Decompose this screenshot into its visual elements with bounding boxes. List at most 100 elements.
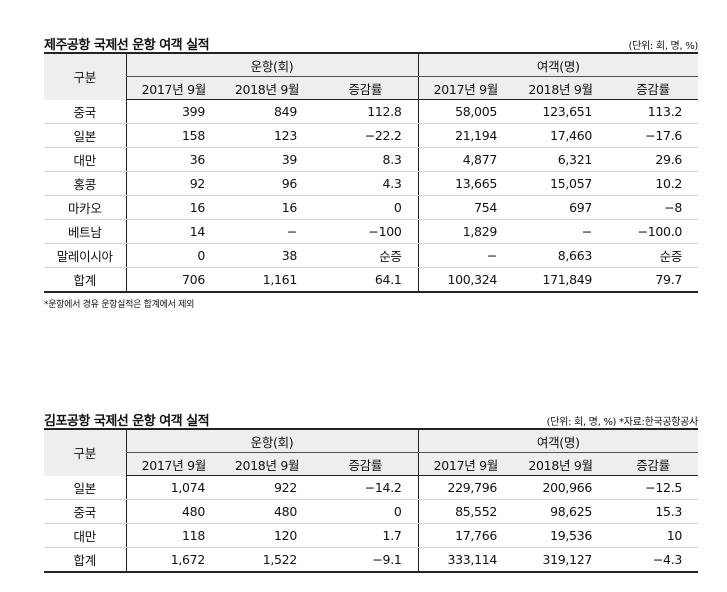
cell: 38: [221, 243, 313, 268]
table-row: 베트남 14− −100 1,829− −100.0: [44, 219, 699, 244]
cell: −17.6: [608, 123, 699, 148]
cell: −8: [608, 195, 699, 220]
cell: 118: [125, 523, 221, 548]
cell: 171,849: [513, 267, 609, 293]
cell: 15,057: [513, 171, 609, 196]
header-2017: 2017년 9월: [125, 76, 221, 100]
table-row: 마카오 16 16 0 754 697 −8: [44, 195, 699, 220]
cell: 0: [313, 499, 419, 524]
header-change: 증감률: [608, 76, 699, 100]
cell: 29.6: [608, 147, 699, 172]
cell: −22.2: [313, 123, 419, 148]
cell: −12.5: [608, 475, 699, 500]
gimpo-title-row: 김포공항 국제선 운항 여객 실적 (단위: 회, 명, %) *자료:한국공항…: [44, 410, 698, 429]
cell: 922: [221, 475, 313, 500]
cell: −100: [313, 219, 419, 244]
cell: 4.3: [313, 171, 419, 196]
gimpo-table-body: 일본 1,074 922 −14.2 229,796 200,966 −12.5 중국 480…: [44, 475, 699, 573]
table-row: 중국 480 480 0 85,552 98,625 15.3: [44, 499, 699, 524]
cell: 123,651: [513, 99, 609, 124]
cell: 17,460: [513, 123, 609, 148]
row-category: 대만: [44, 523, 126, 548]
cell: 333,114: [417, 547, 514, 573]
cell: −: [417, 243, 514, 268]
unit-note: (단위: 회, 명, %): [628, 41, 699, 52]
row-category: 일본: [44, 123, 126, 148]
cell: 순증: [313, 243, 419, 268]
cell: 158: [125, 123, 221, 148]
cell: 4,877: [417, 147, 514, 172]
cell: 10.2: [608, 171, 699, 196]
row-category: 홍콩: [44, 171, 126, 196]
cell: 1,672: [125, 547, 221, 573]
total-row: 합계 1,672 1,522 −9.1 333,114 319,127 −4.3: [44, 547, 699, 573]
table-row: 일본 158 123 −22.2 21,194 17,460 −17.6: [44, 123, 699, 148]
cell: 15.3: [608, 499, 699, 524]
table-row: 대만 36 39 8.3 4,877 6,321 29.6: [44, 147, 699, 172]
header-2017: 2017년 9월: [417, 452, 514, 476]
cell: −100.0: [608, 219, 699, 244]
cell: 1,161: [221, 267, 313, 293]
total-row: 합계 706 1,161 64.1 100,324 171,849 79.7: [44, 267, 699, 293]
cell: 1,074: [125, 475, 221, 500]
row-category: 베트남: [44, 219, 126, 244]
row-category: 중국: [44, 499, 126, 524]
header-2017: 2017년 9월: [417, 76, 514, 100]
cell: 92: [125, 171, 221, 196]
cell: 112.8: [313, 99, 419, 124]
cell: 706: [125, 267, 221, 293]
table-row: 중국 399 849 112.8 58,005 123,651 113.2: [44, 99, 699, 124]
header-2018: 2018년 9월: [221, 452, 313, 476]
cell: 113.2: [608, 99, 699, 124]
cell: 1,522: [221, 547, 313, 573]
cell: 1,829: [417, 219, 514, 244]
header-passengers: 여객(명): [417, 52, 699, 77]
row-category: 대만: [44, 147, 126, 172]
row-category: 중국: [44, 99, 126, 124]
jeju-table: 구분 운항(회) 여객(명) 2017년 9월 2018년 9월 증감률 201…: [44, 52, 699, 293]
table-row: 말레이시아 0 38 순증 −8,663 순증: [44, 243, 699, 268]
row-category: 일본: [44, 475, 126, 500]
table-title: 김포공항 국제선 운항 여객 실적: [44, 414, 210, 429]
cell: 16: [125, 195, 221, 220]
cell: 79.7: [608, 267, 699, 293]
header-2018: 2018년 9월: [513, 76, 609, 100]
header-passengers: 여객(명): [417, 428, 699, 453]
cell: 319,127: [513, 547, 609, 573]
cell: 120: [221, 523, 313, 548]
cell: 64.1: [313, 267, 419, 293]
header-flights: 운항(회): [125, 52, 419, 77]
cell: 123: [221, 123, 313, 148]
table-title: 제주공항 국제선 운항 여객 실적: [44, 38, 210, 53]
row-category: 합계: [44, 547, 126, 573]
cell: 1.7: [313, 523, 419, 548]
header-category: 구분: [44, 428, 126, 476]
table-row: 홍콩 92 96 4.3 13,665 15,057 10.2: [44, 171, 699, 196]
cell: 16: [221, 195, 313, 220]
cell: 754: [417, 195, 514, 220]
cell: 36: [125, 147, 221, 172]
cell: 6,321: [513, 147, 609, 172]
table-row: 일본 1,074 922 −14.2 229,796 200,966 −12.5: [44, 475, 699, 500]
jeju-section: 제주공항 국제선 운항 여객 실적 (단위: 회, 명, %) 구분 운항(회)…: [44, 34, 698, 310]
cell: 697: [513, 195, 609, 220]
header-change: 증감률: [313, 76, 419, 100]
footnote: *운항에서 경유 운항실적은 합계에서 제외: [44, 300, 195, 310]
row-category: 마카오: [44, 195, 126, 220]
cell: 200,966: [513, 475, 609, 500]
header-2017: 2017년 9월: [125, 452, 221, 476]
header-change: 증감률: [608, 452, 699, 476]
cell: 10: [608, 523, 699, 548]
cell: −9.1: [313, 547, 419, 573]
cell: 96: [221, 171, 313, 196]
gimpo-table: 구분 운항(회) 여객(명) 2017년 9월 2018년 9월 증감률 201…: [44, 428, 699, 573]
cell: 0: [125, 243, 221, 268]
cell: 58,005: [417, 99, 514, 124]
cell: 480: [221, 499, 313, 524]
header-category: 구분: [44, 52, 126, 100]
gimpo-section: 김포공항 국제선 운항 여객 실적 (단위: 회, 명, %) *자료:한국공항…: [44, 410, 698, 573]
cell: 0: [313, 195, 419, 220]
cell: 8.3: [313, 147, 419, 172]
cell: 100,324: [417, 267, 514, 293]
cell: 39: [221, 147, 313, 172]
